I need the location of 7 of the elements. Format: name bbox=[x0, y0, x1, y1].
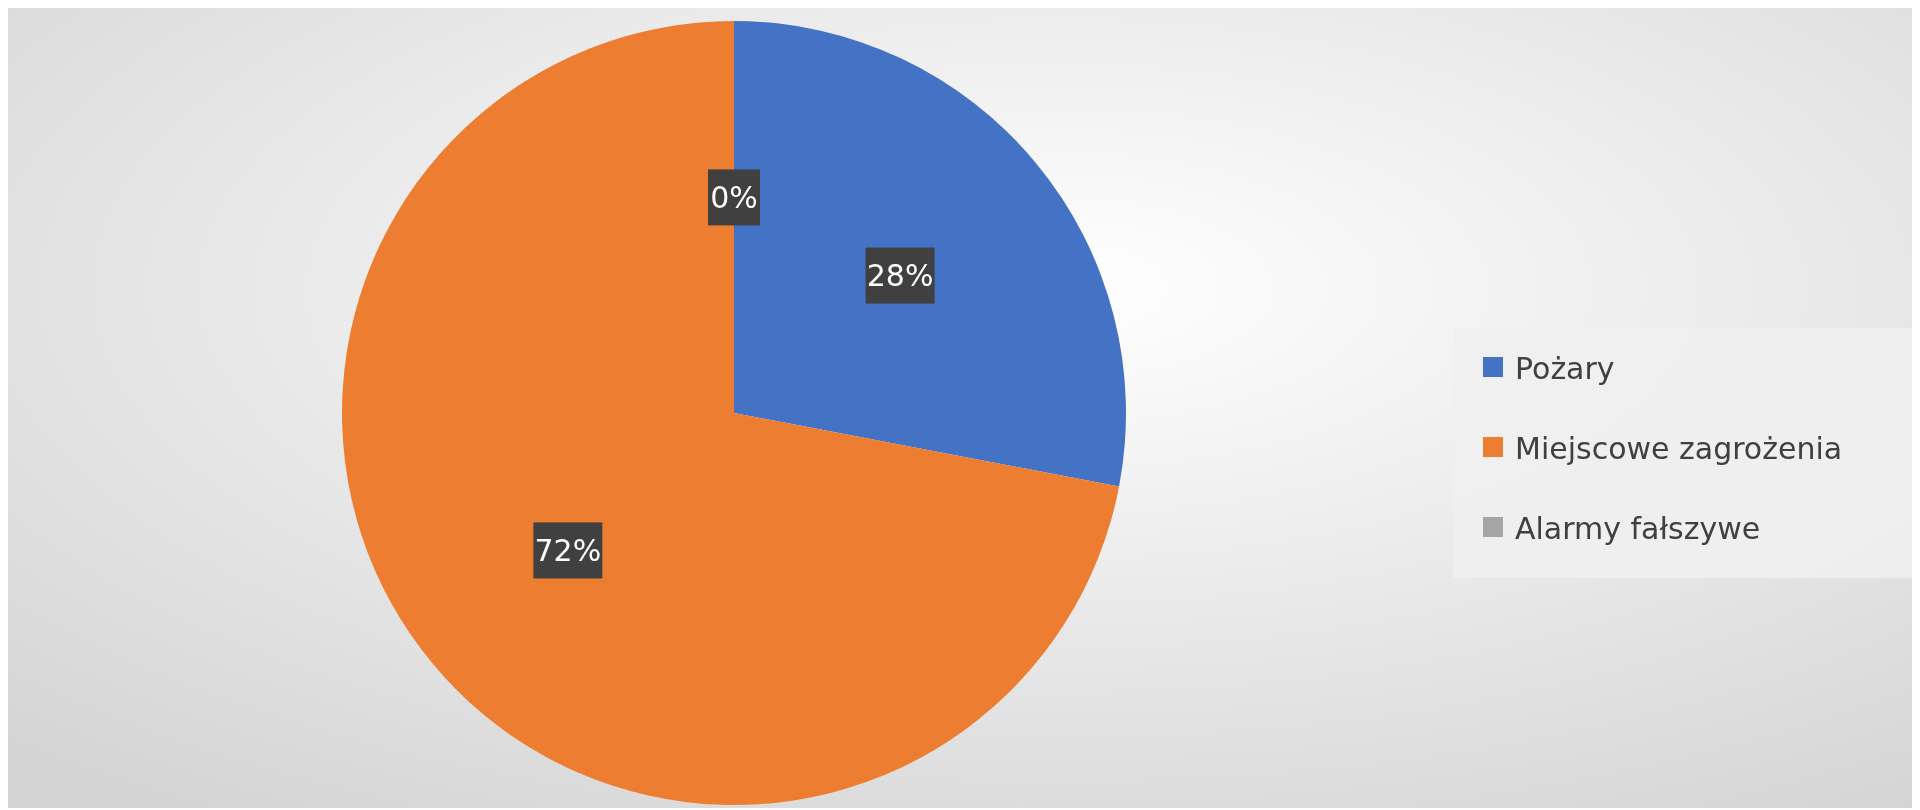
legend-label: Alarmy fałszywe bbox=[1515, 510, 1761, 546]
text: 0% bbox=[710, 179, 758, 215]
legend-label: Pożary bbox=[1515, 350, 1615, 386]
data-label: 72% bbox=[534, 532, 602, 568]
data-label: 28% bbox=[866, 258, 934, 294]
pie-slice bbox=[342, 21, 1120, 805]
legend-label: Miejscowe zagrożenia bbox=[1515, 430, 1843, 466]
